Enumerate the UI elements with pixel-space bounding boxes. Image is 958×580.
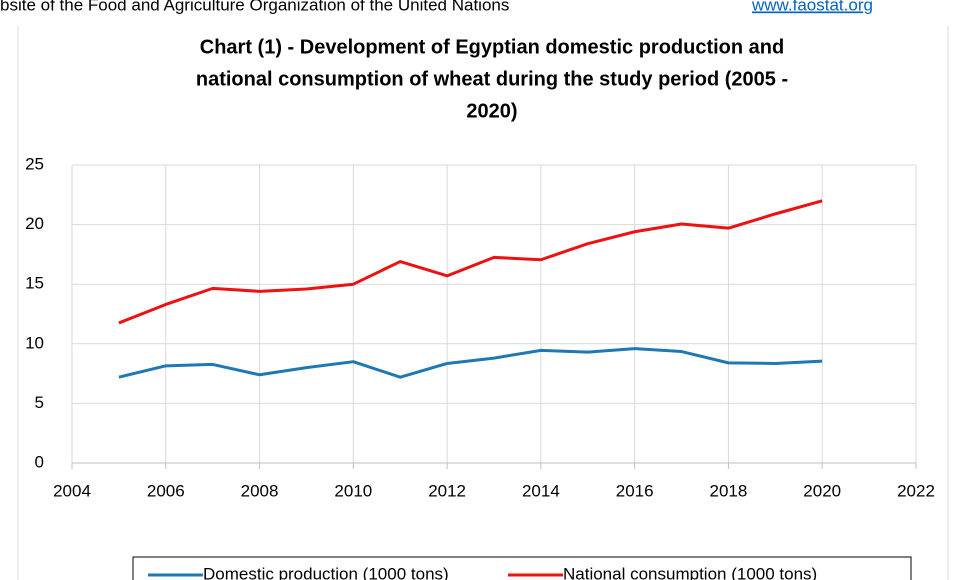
x-tick-label: 2020 bbox=[803, 481, 841, 500]
x-tick-label: 2018 bbox=[710, 481, 748, 500]
x-tick-label: 2010 bbox=[334, 481, 372, 500]
y-tick-label: 5 bbox=[35, 393, 44, 412]
legend-label: National consumption (1000 tons) bbox=[563, 564, 817, 580]
y-tick-label: 25 bbox=[25, 154, 44, 173]
legend-box bbox=[132, 556, 912, 580]
x-tick-label: 2008 bbox=[241, 481, 279, 500]
source-note: bsite of the Food and Agriculture Organi… bbox=[0, 0, 509, 14]
y-tick-label: 0 bbox=[35, 452, 44, 471]
x-tick-label: 2016 bbox=[616, 481, 654, 500]
x-tick-label: 2004 bbox=[53, 481, 91, 500]
x-tick-label: 2014 bbox=[522, 481, 560, 500]
chart-title: 2020) bbox=[466, 100, 517, 122]
x-tick-label: 2012 bbox=[428, 481, 466, 500]
data-line bbox=[118, 347, 823, 379]
source-link[interactable]: www.faostat.org bbox=[751, 0, 873, 14]
legend-label: Domestic production (1000 tons) bbox=[203, 564, 449, 580]
chart-title: national consumption of wheat during the… bbox=[196, 68, 788, 90]
y-tick-label: 10 bbox=[25, 333, 44, 352]
y-tick-label: 15 bbox=[25, 274, 44, 293]
data-line bbox=[118, 199, 823, 325]
chart-title: Chart (1) - Development of Egyptian dome… bbox=[200, 36, 784, 58]
y-tick-label: 20 bbox=[25, 214, 44, 233]
x-tick-label: 2006 bbox=[147, 481, 185, 500]
x-tick-label: 2022 bbox=[897, 481, 935, 500]
